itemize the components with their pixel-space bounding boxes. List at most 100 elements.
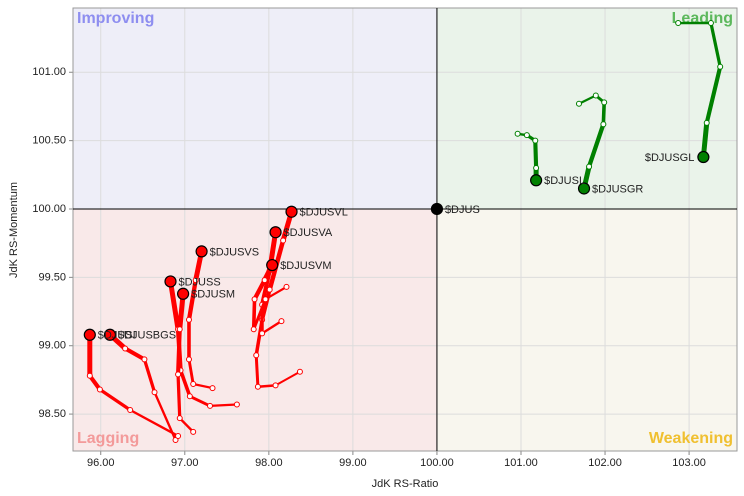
tail-segment	[128, 408, 180, 438]
plot-border	[72, 7, 738, 452]
tail-point	[176, 415, 183, 422]
tail-point	[233, 401, 240, 408]
tail-point	[250, 326, 257, 333]
tail-point	[703, 119, 710, 126]
tail-segment	[704, 64, 723, 125]
tail-point	[283, 283, 290, 290]
head-point	[164, 275, 177, 288]
tail-segment	[178, 416, 195, 434]
tail-segment	[601, 100, 607, 127]
head-point	[103, 328, 117, 341]
tail-segment	[176, 372, 182, 420]
tail-point	[592, 92, 599, 99]
tail-segment	[187, 357, 195, 386]
x-tick-label: 98.00	[255, 457, 283, 469]
tail-segment	[192, 382, 214, 390]
tail-point	[141, 356, 148, 363]
series-label: $DJUSVL	[300, 207, 348, 219]
tail-segment	[533, 138, 539, 171]
series-label: $DJUSGR	[592, 183, 643, 195]
tail-segment	[252, 297, 267, 331]
tail-point	[186, 393, 193, 400]
tail-point	[600, 121, 607, 128]
tail-segment	[254, 353, 260, 389]
quadrant-label: Leading	[672, 10, 733, 27]
series-label: $DJUSGL	[645, 152, 695, 164]
x-tick-label: 102.00	[588, 457, 622, 469]
tail-segment	[252, 277, 267, 302]
tail-segment	[260, 319, 283, 335]
tail-point	[259, 330, 266, 337]
y-tick-label: 100.50	[32, 135, 66, 147]
tail-point	[253, 352, 260, 359]
tail-point	[185, 356, 192, 363]
series-label: $DJUSVS	[210, 246, 260, 258]
head-point	[285, 205, 298, 218]
series-label: $DJUSS	[178, 276, 220, 288]
x-tick-label: 97.00	[171, 457, 199, 469]
tail-segment	[251, 297, 257, 332]
tail-segment	[274, 370, 301, 387]
tail-point	[254, 383, 261, 390]
head-point	[530, 174, 543, 187]
tail-point	[575, 100, 582, 107]
head-point	[195, 245, 208, 258]
tail-segment	[586, 122, 606, 169]
tail-point	[151, 389, 158, 396]
tail-point	[185, 316, 192, 323]
series-label: $DJUSVM	[280, 260, 331, 272]
tail-point	[514, 130, 521, 137]
tail-point	[523, 132, 530, 139]
tail-point	[533, 164, 540, 171]
tail-segment	[98, 387, 132, 412]
x-axis-title: JdK RS-Ratio	[372, 478, 439, 490]
x-tick-label: 96.00	[87, 457, 115, 469]
tail-point	[175, 371, 182, 378]
head-point	[697, 150, 710, 164]
tail-segment	[178, 368, 192, 399]
quadrant-background	[73, 8, 437, 209]
y-tick-label: 99.50	[38, 271, 66, 283]
quadrant-label: Improving	[77, 10, 154, 27]
quadrant-label: Weakening	[649, 430, 733, 447]
tail-point	[175, 432, 182, 439]
tail-point	[278, 318, 285, 325]
y-axis-title: JdK RS-Momentum	[8, 182, 20, 278]
tail-segment	[577, 94, 597, 105]
tail-point	[296, 368, 303, 375]
quadrant-background	[436, 208, 737, 451]
series-label: $DJUSBGS	[118, 330, 176, 342]
tail-point	[272, 382, 279, 389]
tail-point	[192, 277, 199, 284]
tail-segment	[264, 285, 288, 301]
y-tick-label: 98.50	[38, 408, 66, 420]
head-point	[83, 328, 96, 341]
x-tick-label: 101.00	[504, 457, 538, 469]
tail-point	[190, 381, 197, 388]
tail-point	[532, 137, 539, 144]
head-point	[269, 226, 282, 239]
tail-point	[262, 296, 269, 303]
series-label: $DJUS	[445, 204, 480, 216]
y-tick-label: 99.00	[38, 340, 66, 352]
tail-segment	[188, 394, 212, 408]
tail-point	[176, 326, 183, 333]
tail-point	[707, 20, 714, 27]
tail-segment	[186, 277, 198, 322]
tail-point	[586, 163, 593, 170]
x-tick-label: 99.00	[339, 457, 367, 469]
tail-point	[601, 99, 608, 106]
x-tick-label: 100.00	[420, 457, 454, 469]
tail-point	[190, 428, 197, 435]
y-tick-label: 101.00	[32, 66, 66, 78]
y-tick-label: 100.00	[32, 203, 66, 215]
tail-segment	[208, 403, 238, 407]
tail-point	[86, 372, 93, 379]
series-label: $DJUSVA	[284, 227, 333, 239]
head-point	[177, 287, 190, 300]
series-label: $DJUSM	[191, 289, 235, 301]
tail-point	[127, 406, 134, 413]
head-point	[266, 258, 279, 272]
series-label: $DJUSL	[544, 175, 585, 187]
series-label: $DJUSI	[98, 330, 136, 342]
